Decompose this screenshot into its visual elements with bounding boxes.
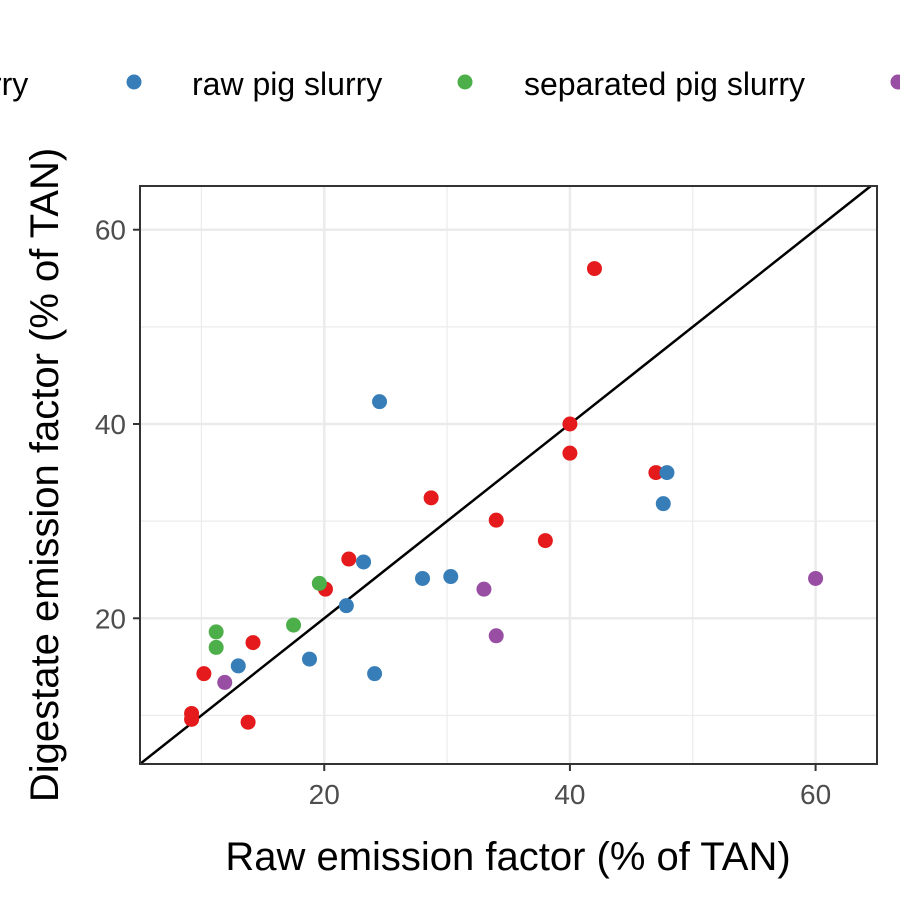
data-point: [476, 581, 492, 597]
x-tick-label: 20: [309, 779, 340, 810]
data-point: [488, 512, 504, 528]
data-point: [286, 617, 302, 633]
data-point: [208, 639, 224, 655]
data-point: [648, 465, 664, 481]
data-point: [537, 533, 553, 549]
identity-line: [139, 185, 872, 765]
y-tick-label: 40: [95, 409, 126, 440]
data-point: [586, 261, 602, 277]
data-point: [217, 674, 233, 690]
data-point: [415, 570, 431, 586]
reference-line-group: [139, 185, 872, 765]
data-point: [443, 569, 459, 585]
data-point: [659, 465, 675, 481]
y-tick-label: 20: [95, 603, 126, 634]
data-point: [655, 496, 671, 512]
data-point: [562, 445, 578, 461]
legend: slurry raw pig slurry separated pig slurry: [0, 66, 900, 102]
data-point: [341, 551, 357, 567]
axis-ticks: 20 40 60 20 40 60: [95, 215, 831, 810]
data-point: [240, 714, 256, 730]
data-point: [367, 666, 383, 682]
legend-label: slurry: [0, 66, 28, 102]
legend-key: [126, 74, 142, 90]
data-point: [423, 490, 439, 506]
data-point: [338, 598, 354, 614]
data-point: [184, 711, 200, 727]
x-axis-title: Raw emission factor (% of TAN): [225, 835, 790, 879]
data-point: [196, 666, 212, 682]
data-point: [488, 628, 504, 644]
data-point: [808, 570, 824, 586]
legend-key: [457, 74, 473, 90]
data-point: [562, 416, 578, 432]
grid-lines: [140, 186, 877, 764]
legend-label: raw pig slurry: [192, 66, 382, 102]
data-points: [184, 261, 824, 730]
x-tick-label: 40: [554, 779, 585, 810]
legend-key: [890, 74, 900, 90]
y-axis-title: Digestate emission factor (% of TAN): [23, 148, 67, 802]
data-point: [230, 658, 246, 674]
data-point: [208, 624, 224, 640]
x-tick-label: 60: [800, 779, 831, 810]
y-tick-label: 60: [95, 215, 126, 246]
data-point: [302, 651, 318, 667]
data-point: [245, 635, 261, 651]
data-point: [356, 554, 372, 570]
plot-border: [139, 185, 878, 765]
data-point: [372, 394, 388, 410]
data-point: [311, 575, 327, 591]
legend-label: separated pig slurry: [524, 66, 805, 102]
